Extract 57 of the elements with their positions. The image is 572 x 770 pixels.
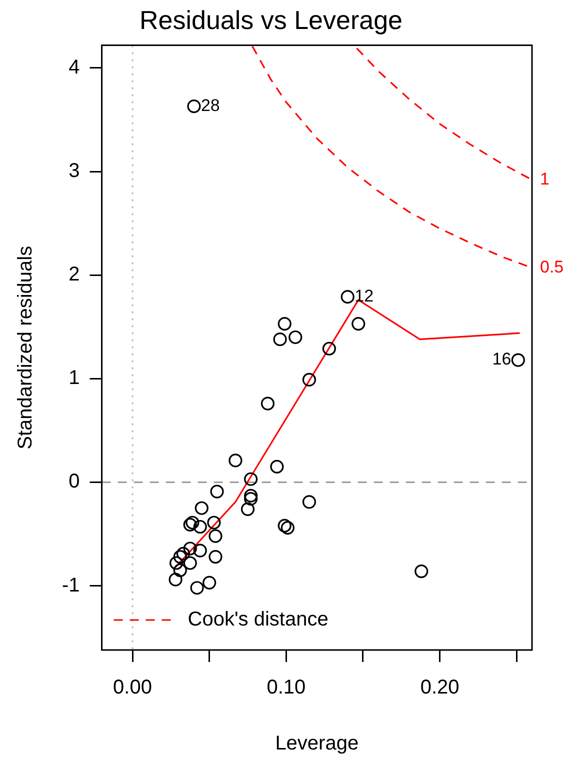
point	[240, 502, 255, 516]
point	[207, 516, 221, 530]
point	[322, 342, 336, 356]
x-tick-label: 0.00	[113, 676, 152, 699]
annotation: 0.5	[540, 258, 564, 277]
annotation: 1	[540, 170, 550, 189]
point	[208, 550, 222, 564]
line-series	[356, 48, 532, 181]
point	[278, 316, 292, 331]
point	[352, 316, 366, 331]
y-tick-label: 1	[68, 367, 80, 390]
point	[176, 546, 190, 560]
y-tick-label: 4	[68, 56, 80, 78]
annotation: 28	[200, 96, 220, 115]
point	[190, 581, 204, 595]
x-tick-label: 0.10	[266, 676, 306, 699]
point	[168, 572, 182, 586]
point	[270, 460, 284, 474]
point	[193, 520, 207, 534]
point	[511, 353, 525, 367]
point	[183, 556, 197, 570]
y-tick-label: 3	[68, 160, 80, 182]
point	[302, 495, 316, 509]
point	[194, 501, 208, 515]
point	[273, 332, 287, 346]
point	[183, 518, 197, 532]
point	[288, 330, 302, 344]
point	[186, 516, 200, 530]
point	[260, 396, 275, 410]
annotation: 12	[354, 286, 374, 306]
y-tick-label: 0	[68, 470, 80, 493]
x-tick-label: 0.20	[420, 676, 460, 699]
chart-title: Residuals vs Leverage	[139, 4, 403, 35]
point	[187, 100, 201, 114]
point	[170, 556, 184, 570]
point	[414, 564, 428, 578]
legend-label: Cook's distance	[188, 608, 328, 631]
point	[208, 529, 222, 543]
point	[278, 518, 292, 533]
point	[228, 454, 242, 468]
y-axis-title: Standardized residuals	[14, 246, 37, 450]
point	[280, 520, 294, 535]
y-tick-label: 2	[68, 264, 80, 286]
point	[244, 488, 258, 502]
point	[340, 290, 354, 304]
x-axis-title: Leverage	[275, 732, 359, 755]
point	[210, 484, 224, 498]
point	[183, 542, 197, 556]
point	[244, 492, 258, 506]
point	[244, 472, 258, 486]
point	[173, 563, 187, 578]
annotation: 16	[492, 350, 512, 369]
y-tick-label: -1	[62, 574, 80, 596]
point	[302, 372, 316, 387]
point	[173, 550, 187, 564]
point	[202, 576, 216, 590]
point	[193, 544, 207, 558]
